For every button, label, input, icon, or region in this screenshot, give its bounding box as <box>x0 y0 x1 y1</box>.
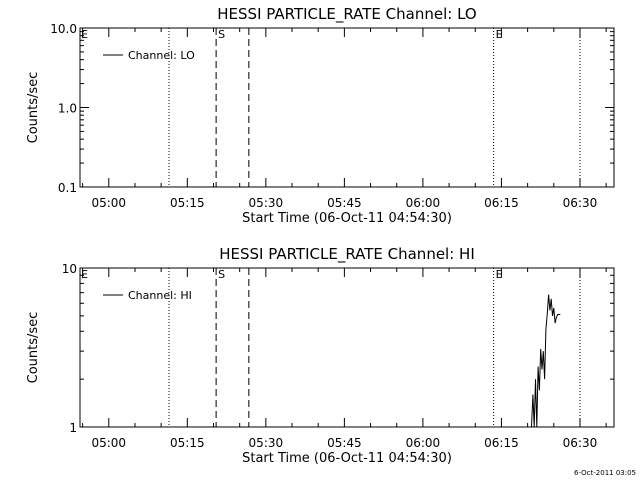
panel-1-x-tick-label: 05:45 <box>327 196 362 210</box>
panel-2-legend-entry: Channel: HI <box>128 289 192 302</box>
panel-2-y-tick-label: 1 <box>69 421 77 435</box>
panel-2-x-axis-label: Start Time (06-Oct-11 04:54:30) <box>242 451 452 466</box>
panel-1-marker-label: E <box>496 28 503 41</box>
panel-2-marker-label: E <box>496 268 503 281</box>
panel-1-y-tick-label: 0.1 <box>58 181 77 195</box>
panel-1-x-tick-label: 05:30 <box>249 196 284 210</box>
panel-2-x-tick-label: 05:45 <box>327 436 362 450</box>
panel-2-y-tick-label: 10 <box>62 262 77 276</box>
panel-2-x-tick-label: 06:15 <box>484 436 519 450</box>
panel-2-plot-frame <box>79 267 615 428</box>
panel-2-marker-label: S <box>218 268 225 281</box>
footer-timestamp: 6-Oct-2011 03:05 <box>574 469 636 477</box>
panel-2-title: HESSI PARTICLE_RATE Channel: HI <box>219 245 475 264</box>
panel-1-title: HESSI PARTICLE_RATE Channel: LO <box>217 5 476 24</box>
panel-1-legend-entry: Channel: LO <box>128 49 195 62</box>
panel-1-y-tick-label: 10.0 <box>50 22 77 36</box>
panel-2-x-tick-label: 06:30 <box>563 436 598 450</box>
panel-1-x-tick-label: 06:30 <box>563 196 598 210</box>
panel-2-series-line <box>531 294 561 428</box>
panel-2-edge-label: E <box>81 268 88 281</box>
panel-1-x-tick-label: 06:15 <box>484 196 519 210</box>
panel-1-x-tick-label: 06:00 <box>406 196 441 210</box>
panel-1-x-tick-label: 05:15 <box>170 196 205 210</box>
panel-2-y-axis-label: Counts/sec <box>26 312 41 384</box>
panel-2-x-tick-label: 05:30 <box>249 436 284 450</box>
panel-1-x-tick-label: 05:00 <box>91 196 126 210</box>
panel-1-x-axis-label: Start Time (06-Oct-11 04:54:30) <box>242 211 452 226</box>
panel-1-marker-label: S <box>218 28 225 41</box>
panel-2-x-tick-label: 05:00 <box>91 436 126 450</box>
panel-1-y-axis-label: Counts/sec <box>26 72 41 144</box>
panel-1-y-tick-label: 1.0 <box>58 102 77 116</box>
panel-2-x-tick-label: 05:15 <box>170 436 205 450</box>
panel-2-x-tick-label: 06:00 <box>406 436 441 450</box>
panel-1-edge-label: E <box>81 28 88 41</box>
